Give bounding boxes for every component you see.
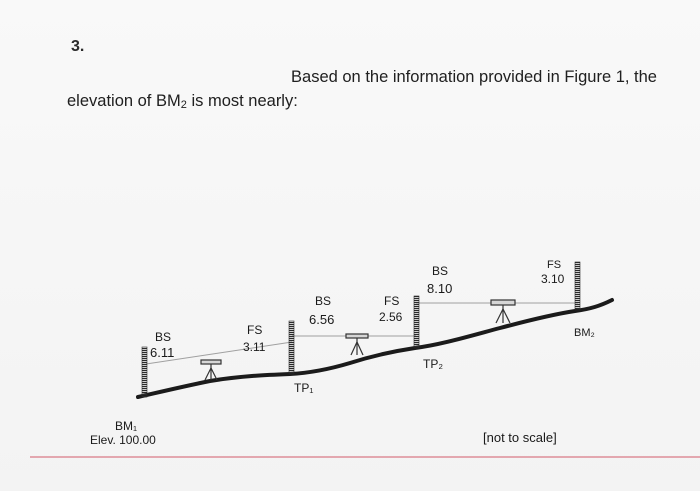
sight-line-setup-1 xyxy=(145,341,293,365)
fs-value-setup-2: 2.56 xyxy=(379,310,403,324)
bs-label-setup-3: BS xyxy=(432,264,448,278)
tp2-label: TP₂ xyxy=(423,357,443,371)
question-text: Based on the information provided in Fig… xyxy=(67,65,677,117)
bs-label-setup-2: BS xyxy=(315,294,331,308)
fs-label-setup-1: FS xyxy=(247,323,262,337)
level-rod-tp2 xyxy=(413,295,420,349)
bs-label-setup-1: BS xyxy=(155,330,171,344)
bm1-elevation: Elev. 100.00 xyxy=(90,433,156,447)
question-line-2: elevation of BM2 is most nearly: xyxy=(67,89,677,117)
bs-value-setup-3: 8.10 xyxy=(427,281,452,296)
fs-value-setup-1: 3.11 xyxy=(243,340,266,354)
fs-value-setup-3: 3.10 xyxy=(541,272,565,286)
question-line-1: Based on the information provided in Fig… xyxy=(291,68,657,86)
bs-value-setup-1: 6.11 xyxy=(150,345,174,360)
level-instrument-1 xyxy=(200,359,222,381)
level-rod-bm1 xyxy=(141,346,148,398)
not-to-scale-note: [not to scale] xyxy=(483,430,557,445)
question-number: 3. xyxy=(71,38,85,55)
fs-label-setup-3: FS xyxy=(547,259,561,271)
question-line-2-end: is most nearly: xyxy=(186,92,298,110)
bm1-label: BM₁ xyxy=(115,419,137,433)
bs-value-setup-2: 6.56 xyxy=(309,312,334,327)
tp1-label: TP₁ xyxy=(294,381,313,395)
level-rod-bm2 xyxy=(574,261,581,311)
question-line-2-start: elevation of BM xyxy=(67,92,181,110)
level-rod-tp1 xyxy=(288,320,295,375)
question-line-2-subscript: 2 xyxy=(180,99,187,111)
level-instrument-3 xyxy=(490,299,516,324)
ground-profile xyxy=(136,298,614,399)
level-instrument-2 xyxy=(345,333,369,356)
fs-label-setup-2: FS xyxy=(384,294,399,308)
bm2-label: BM₂ xyxy=(574,327,595,339)
